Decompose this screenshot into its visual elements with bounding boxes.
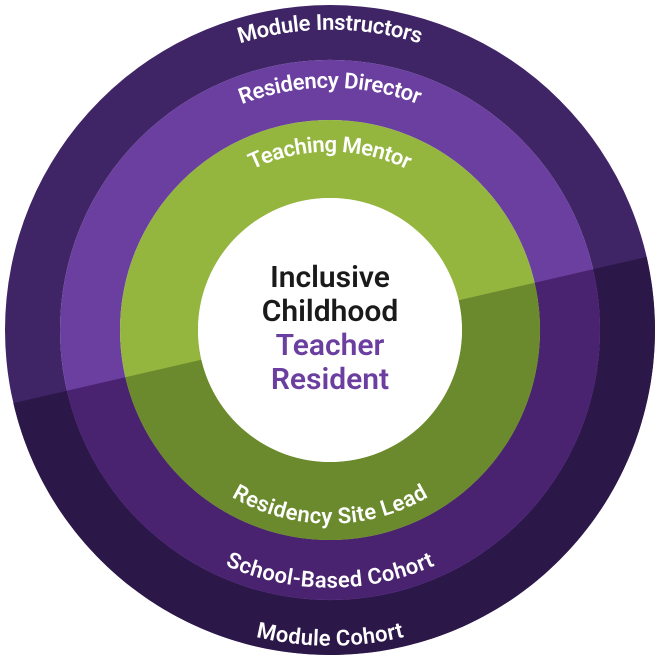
center-text-line: Childhood <box>262 294 398 329</box>
concentric-diagram: Teaching MentorResidency Site LeadReside… <box>0 0 660 660</box>
center-text-line: Inclusive <box>270 260 390 295</box>
center-text-line: Resident <box>271 362 389 397</box>
center-text-line: Teacher <box>276 328 385 363</box>
